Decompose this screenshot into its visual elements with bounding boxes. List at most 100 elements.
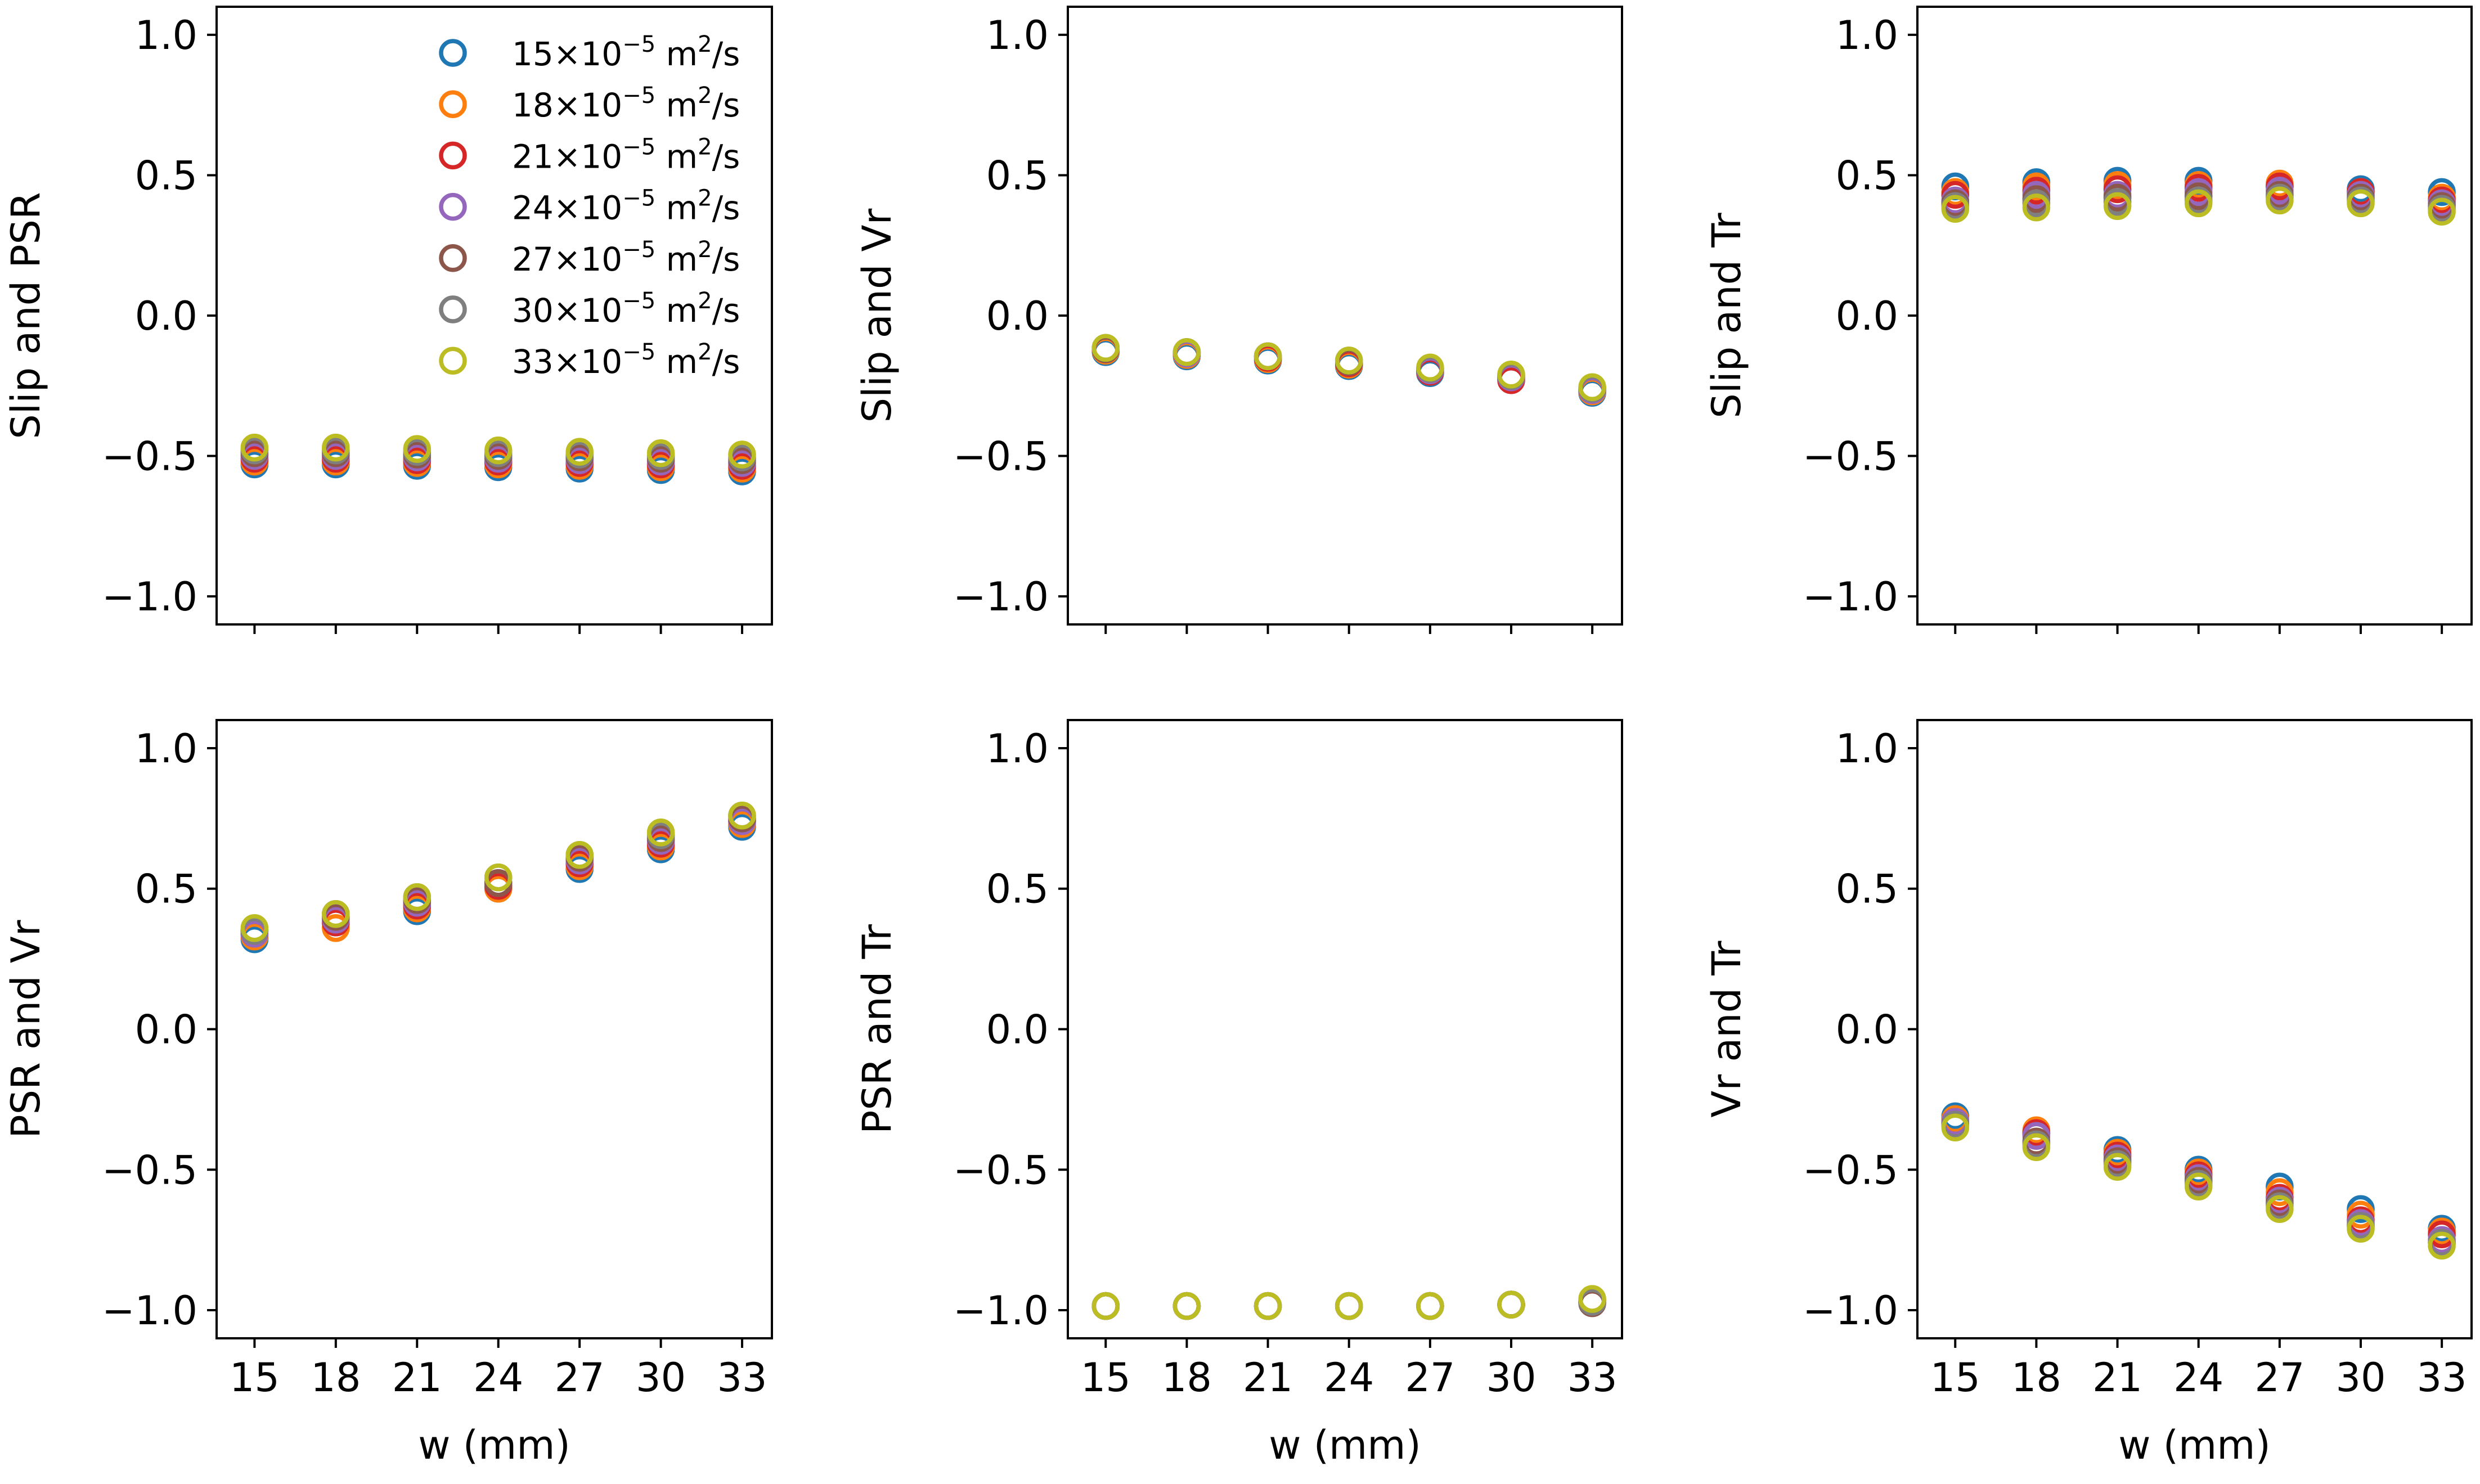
data-point-series-33-w21 [403,435,432,463]
y-tick-label: 1.0 [1836,726,1898,772]
y-tick-label: 0.5 [986,866,1049,912]
axes-frame [1916,719,2473,1339]
x-tick-label: 18 [311,1355,361,1401]
x-axis-label: w (mm) [418,1422,570,1468]
y-tick-label: 0.5 [135,866,197,912]
y-tick-label: −1.0 [953,574,1049,620]
x-tick-label: 30 [1486,1355,1536,1401]
panel-1: 1.0 0.5 0.0 −0.5 −1.0 Slip and PSR 15×10−5 m2/… [3,6,773,634]
legend-label: 15×10−5 m2/s [512,32,740,73]
legend-item: 18×10−5 m2/s [439,83,740,124]
data-point-series-33-w21 [1254,342,1282,371]
y-tick-label: −1.0 [102,1288,197,1334]
legend-label: 30×10−5 m2/s [512,288,740,330]
data-point-series-33-w30 [2347,1215,2375,1243]
y-tick-label: 1.0 [986,12,1049,59]
x-tick-label: 33 [2417,1355,2467,1401]
data-point-series-33-w18 [1172,338,1201,366]
data-point-series-33-w27 [565,438,594,466]
data-point-series-33-w24 [2184,189,2213,218]
y-tick-label: 0.5 [986,152,1049,199]
y-tick-label: 1.0 [986,726,1049,772]
y-tick-label: −0.5 [953,434,1049,480]
data-point-series-33-w24 [2184,1172,2213,1200]
legend-label: 21×10−5 m2/s [512,134,740,176]
data-point-series-33-w21 [2103,192,2132,221]
legend-label: 18×10−5 m2/s [512,83,740,124]
data-point-series-33-w24 [1335,1292,1363,1320]
y-tick-label: −1.0 [1803,574,1898,620]
data-point-series-33-w30 [646,819,675,847]
x-tick-label: 21 [1243,1355,1293,1401]
data-point-series-33-w33 [1578,373,1606,402]
data-point-series-33-w21 [1254,1292,1282,1320]
x-tick-label: 15 [230,1355,280,1401]
data-point-series-33-w18 [322,433,350,462]
data-point-series-33-w30 [646,439,675,467]
y-tick-label: 0.0 [986,293,1049,339]
legend: 15×10−5 m2/s 18×10−5 m2/s 21×10−5 m2/s 24×1… [439,32,740,381]
legend-item: 21×10−5 m2/s [439,134,740,176]
y-tick-label: −1.0 [953,1288,1049,1334]
x-axis-label: w (mm) [2118,1422,2271,1468]
legend-item: 15×10−5 m2/s [439,32,740,73]
x-tick-label: 21 [392,1355,442,1401]
data-point-series-33-w33 [2428,197,2456,226]
data-point-series-33-w27 [1416,1292,1444,1320]
x-tick-label: 18 [2011,1355,2061,1401]
x-tick-label: 15 [1930,1355,1980,1401]
x-axis-label: w (mm) [1269,1422,1421,1468]
y-tick-label: −0.5 [953,1147,1049,1193]
data-point-series-33-w24 [1335,347,1363,375]
x-tick-label: 24 [473,1355,523,1401]
x-tick-label: 33 [717,1355,767,1401]
axes-frame [1067,6,1623,626]
data-point-series-33-w18 [2022,1133,2051,1162]
y-tick-label: 0.0 [135,293,197,339]
data-point-series-33-w18 [322,900,350,928]
data-points [240,802,756,954]
data-point-series-33-w21 [403,883,432,911]
data-point-series-33-w30 [2347,189,2375,218]
x-tick-label: 15 [1081,1355,1131,1401]
axes-frame [1067,719,1623,1339]
legend-item: 24×10−5 m2/s [439,186,740,227]
data-point-series-33-w33 [728,802,756,830]
axes-frame [1916,6,2473,626]
legend-marker [439,39,467,67]
data-point-series-33-w27 [2266,186,2294,215]
y-axis-label: PSR and Tr [854,924,900,1134]
y-tick-label: 0.0 [1836,293,1898,339]
legend-marker [439,295,467,323]
y-axis-label: Slip and PSR [3,192,49,439]
data-point-series-33-w27 [565,841,594,869]
y-tick-label: 0.0 [135,1007,197,1053]
x-tick-label: 18 [1162,1355,1212,1401]
data-points [1941,1102,2456,1260]
data-point-series-33-w24 [484,436,513,465]
y-tick-label: 1.0 [135,12,197,59]
data-point-series-33-w15 [1941,1113,1970,1142]
data-point-series-33-w24 [484,863,513,892]
data-point-series-33-w30 [1497,1290,1525,1319]
data-points [1091,1285,1606,1320]
data-point-series-33-w33 [728,440,756,469]
data-point-series-33-w15 [1091,334,1120,362]
y-tick-label: −0.5 [1803,434,1898,480]
data-point-series-33-w21 [2103,1153,2132,1181]
y-tick-label: 1.0 [135,726,197,772]
panel-6: 1.0 0.5 0.0 −0.5 −1.0 15 18 21 24 27 30 33 Vr and Tr… [1704,719,2473,1468]
y-tick-label: 0.5 [1836,866,1898,912]
legend-marker [439,141,467,170]
data-point-series-33-w27 [2266,1195,2294,1223]
legend-label: 24×10−5 m2/s [512,186,740,227]
data-point-series-33-w18 [2022,194,2051,222]
legend-label: 27×10−5 m2/s [512,237,740,278]
legend-marker [439,244,467,272]
data-point-series-33-w33 [1578,1285,1606,1313]
panel-3: 1.0 0.5 0.0 −0.5 −1.0 Slip and Tr [1704,6,2473,634]
data-point-series-33-w27 [1416,353,1444,382]
y-tick-label: 0.5 [135,152,197,199]
y-tick-label: 1.0 [1836,12,1898,59]
